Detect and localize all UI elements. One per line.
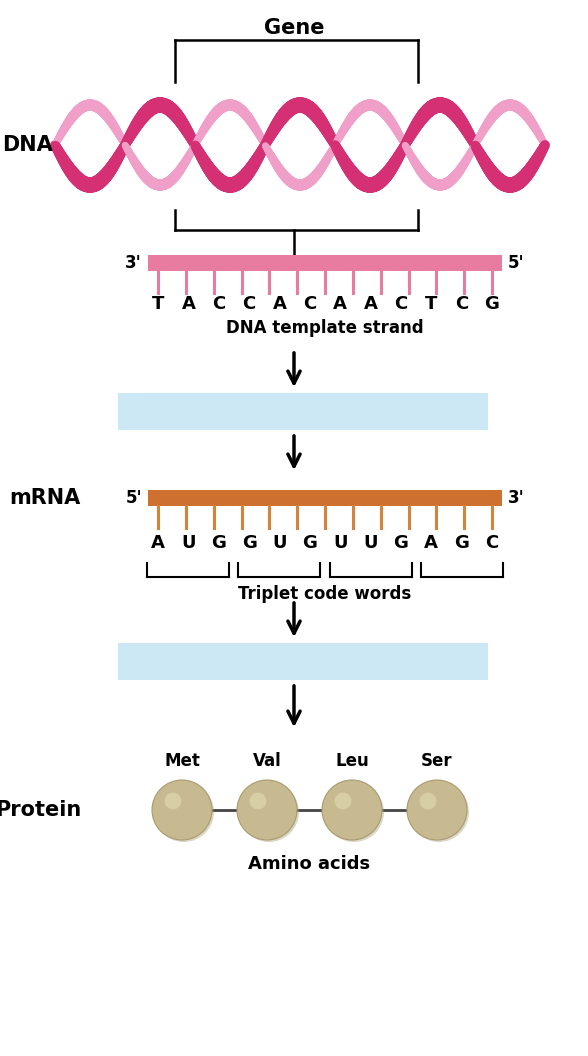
Text: A: A <box>182 295 195 313</box>
Text: mRNA: mRNA <box>9 488 81 508</box>
Text: Gene: Gene <box>264 18 324 38</box>
Text: Transcription: Transcription <box>226 401 380 421</box>
Bar <box>118 393 488 430</box>
Circle shape <box>324 782 384 842</box>
Text: DNA template strand: DNA template strand <box>226 319 424 337</box>
Text: G: G <box>393 534 408 552</box>
Text: A: A <box>272 295 286 313</box>
Text: 5': 5' <box>125 489 142 507</box>
Text: U: U <box>272 534 287 552</box>
Text: A: A <box>151 534 165 552</box>
Text: Protein: Protein <box>0 800 81 821</box>
Text: C: C <box>303 295 316 313</box>
Text: A: A <box>425 534 438 552</box>
Text: T: T <box>152 295 164 313</box>
Text: U: U <box>363 534 378 552</box>
Text: A: A <box>363 295 377 313</box>
Text: Translation on ribosomes: Translation on ribosomes <box>155 652 452 672</box>
Text: Triplet code words: Triplet code words <box>238 585 412 603</box>
Circle shape <box>152 780 212 840</box>
Text: G: G <box>485 295 499 313</box>
Text: G: G <box>242 534 256 552</box>
Text: Met: Met <box>164 752 200 770</box>
Text: U: U <box>333 534 348 552</box>
Text: C: C <box>485 534 499 552</box>
Text: 5': 5' <box>508 254 524 272</box>
Text: A: A <box>333 295 347 313</box>
Bar <box>118 643 488 680</box>
Text: G: G <box>454 534 469 552</box>
Circle shape <box>239 782 299 842</box>
Text: 3': 3' <box>125 254 142 272</box>
Text: Amino acids: Amino acids <box>249 855 370 873</box>
Text: U: U <box>181 534 196 552</box>
Text: Val: Val <box>253 752 282 770</box>
Text: T: T <box>425 295 437 313</box>
Circle shape <box>165 793 182 809</box>
Text: G: G <box>302 534 318 552</box>
Text: C: C <box>212 295 225 313</box>
Text: C: C <box>455 295 468 313</box>
Circle shape <box>237 780 297 840</box>
Bar <box>148 254 502 271</box>
Text: G: G <box>211 534 226 552</box>
Text: Leu: Leu <box>335 752 369 770</box>
Circle shape <box>335 793 352 809</box>
Circle shape <box>407 780 467 840</box>
Text: DNA: DNA <box>2 135 54 155</box>
Text: C: C <box>395 295 407 313</box>
Circle shape <box>249 793 266 809</box>
Text: Ser: Ser <box>421 752 453 770</box>
Circle shape <box>409 782 469 842</box>
Circle shape <box>154 782 214 842</box>
Text: 3': 3' <box>508 489 524 507</box>
Bar <box>148 490 502 506</box>
Circle shape <box>420 793 436 809</box>
Circle shape <box>322 780 382 840</box>
Text: C: C <box>242 295 256 313</box>
